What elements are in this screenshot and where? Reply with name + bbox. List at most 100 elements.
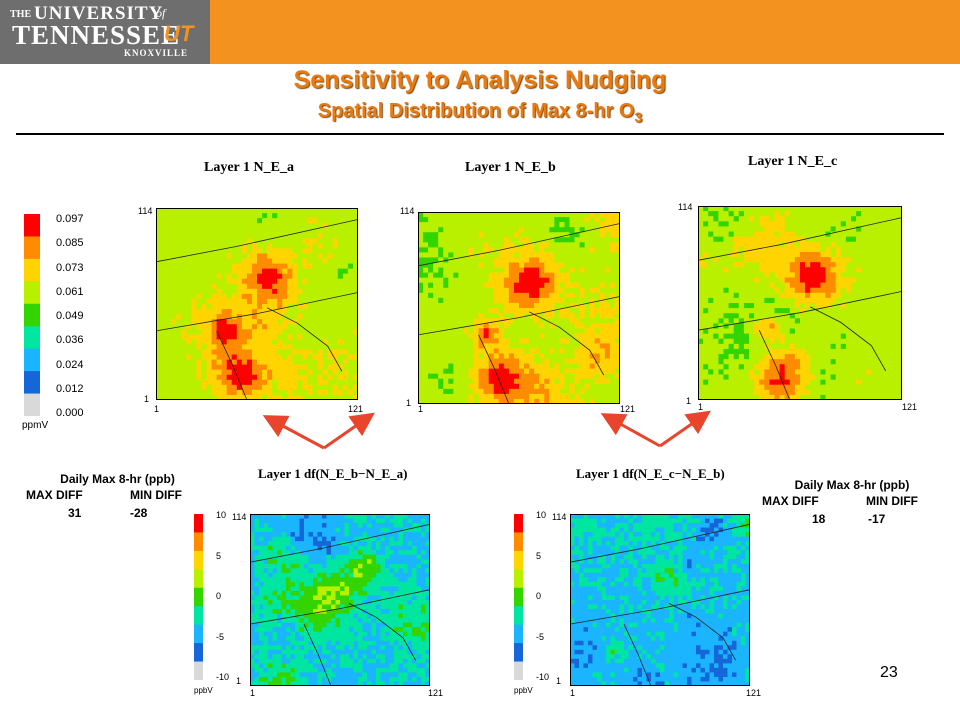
diff-colorbar-swatch xyxy=(194,661,203,680)
difference-colorbar-left-swatches xyxy=(194,514,203,680)
map-grid-field xyxy=(698,206,902,400)
map-e-y-bottom: 1 xyxy=(556,676,562,686)
stats-right-title: Daily Max 8-hr (ppb) xyxy=(794,478,910,492)
logo-the: THE xyxy=(10,9,32,20)
map-grid-field xyxy=(570,514,750,686)
colorbar-tick-label: 0.012 xyxy=(56,382,84,395)
diff-colorbar-tick-label: 0 xyxy=(216,591,222,601)
colorbar-swatch xyxy=(24,326,40,350)
diff-colorbar-swatch xyxy=(514,624,523,644)
slide-subtitle: Spatial Distribution of Max 8-hr O3 xyxy=(0,100,960,125)
map-d-label: Layer 1 df(N_E_b−N_E_a) xyxy=(258,466,408,481)
map-e xyxy=(570,514,750,686)
colorbar-tick-label: 0.061 xyxy=(56,285,84,298)
diff-colorbar-swatch xyxy=(194,606,203,626)
colorbar-swatch xyxy=(24,303,40,327)
logo-knoxville: KNOXVILLE xyxy=(124,48,189,58)
colorbar-tick-label: 0.097 xyxy=(56,213,84,225)
map-c-y-top: 114 xyxy=(678,202,693,212)
diff-colorbar-swatch xyxy=(514,643,523,663)
colorbar-swatch xyxy=(24,258,40,282)
map-d-x-right: 121 xyxy=(428,688,444,698)
map-a-x-left: 1 xyxy=(154,404,160,414)
state-boundary-line xyxy=(156,219,358,263)
title-rule xyxy=(16,133,944,135)
diff-colorbar-tick-label: -5 xyxy=(536,631,545,642)
map-c-x-right: 121 xyxy=(902,402,918,412)
map-c-y-bottom: 1 xyxy=(686,396,692,406)
colorbar-tick-label: 0.049 xyxy=(56,310,84,322)
stats-left: Daily Max 8-hr (ppb) MAX DIFF MIN DIFF 3… xyxy=(26,472,205,522)
colorbar-tick-label: 0.085 xyxy=(56,237,84,250)
map-e-label: Layer 1 df(N_E_c−N_E_b) xyxy=(576,466,725,481)
slide-title: Sensitivity to Analysis Nudging xyxy=(293,66,667,94)
map-d-x-left: 1 xyxy=(250,688,256,698)
state-boundary-line xyxy=(418,223,620,267)
state-boundary-line xyxy=(698,217,902,261)
stats-left-max-label: MAX DIFF xyxy=(26,488,83,502)
stats-left-title: Daily Max 8-hr (ppb) xyxy=(60,472,175,486)
map-a-label: Layer 1 N_E_a xyxy=(204,160,294,175)
stats-left-max-value: 31 xyxy=(68,506,82,520)
map-b-label: Layer 1 N_E_b xyxy=(465,160,556,175)
map-b-x-left: 1 xyxy=(418,404,424,414)
map-a-y-top: 114 xyxy=(138,206,153,216)
diff-colorbar-swatch xyxy=(514,532,523,552)
colorbar-swatch xyxy=(24,348,40,372)
diff-colorbar-swatch xyxy=(194,643,203,663)
state-boundary-line xyxy=(570,523,750,563)
diff-colorbar-tick-label: -10 xyxy=(536,672,550,682)
diff-colorbar-swatch xyxy=(194,514,203,533)
colorbar-tick-label: 0.073 xyxy=(56,261,84,274)
map-a-x-right: 121 xyxy=(348,404,364,414)
state-boundary-line xyxy=(668,603,736,661)
diff-colorbar-swatch xyxy=(514,514,523,533)
stats-right-max-value: 18 xyxy=(812,512,826,526)
state-boundary-line xyxy=(570,589,750,625)
colorbar-tick-label: 0.036 xyxy=(56,334,84,347)
concentration-colorbar-swatches xyxy=(24,214,40,416)
difference-colorbar-left: 10 5 0 -5 -10 ppbV xyxy=(194,510,240,698)
map-frame xyxy=(698,206,902,400)
difference-colorbar-left-unit: ppbV xyxy=(194,686,213,695)
map-grid-field xyxy=(156,208,358,400)
map-frame xyxy=(156,208,358,400)
map-e-x-right: 121 xyxy=(746,688,762,698)
arrow-to-map-b-2 xyxy=(600,413,661,448)
logo-ut-mark: UT xyxy=(164,21,194,46)
state-boundary-line xyxy=(303,623,332,686)
map-c xyxy=(698,206,902,400)
difference-colorbar-right-unit: ppbV xyxy=(514,686,533,695)
logo-of: of xyxy=(156,6,166,20)
subtitle-subscript: 3 xyxy=(634,109,643,125)
stats-right: Daily Max 8-hr (ppb) MAX DIFF MIN DIFF 1… xyxy=(762,478,942,528)
map-frame xyxy=(418,212,620,404)
map-d-y-bottom: 1 xyxy=(236,676,242,686)
map-c-label: Layer 1 N_E_c xyxy=(748,154,838,169)
map-b-y-top: 114 xyxy=(400,206,415,216)
arrow-to-map-a xyxy=(262,415,325,450)
state-boundary-line xyxy=(623,623,652,686)
arrow-to-map-c xyxy=(659,410,711,448)
diff-colorbar-tick-label: 10 xyxy=(216,510,227,520)
colorbar-swatch xyxy=(24,281,40,305)
difference-colorbar-right-swatches xyxy=(514,514,523,680)
diff-colorbar-tick-label: 5 xyxy=(536,550,542,561)
state-boundary-line xyxy=(156,292,358,332)
colorbar-swatch xyxy=(24,371,40,395)
colorbar-tick-label: 0.024 xyxy=(56,358,84,371)
stats-left-min-label: MIN DIFF xyxy=(130,488,182,502)
state-boundary-line xyxy=(250,589,430,625)
map-b xyxy=(418,212,620,404)
diff-colorbar-tick-label: -10 xyxy=(216,672,230,682)
map-d xyxy=(250,514,430,686)
colorbar-swatch xyxy=(24,236,40,260)
state-boundary-line xyxy=(266,307,343,372)
diff-colorbar-tick-label: 0 xyxy=(536,591,542,601)
diff-colorbar-tick-label: -5 xyxy=(216,631,225,642)
diff-colorbar-swatch xyxy=(194,569,203,589)
diff-colorbar-tick-label: 10 xyxy=(536,510,547,520)
diff-colorbar-swatch xyxy=(194,532,203,552)
arrows-left xyxy=(262,412,375,450)
stats-right-max-label: MAX DIFF xyxy=(762,494,819,508)
